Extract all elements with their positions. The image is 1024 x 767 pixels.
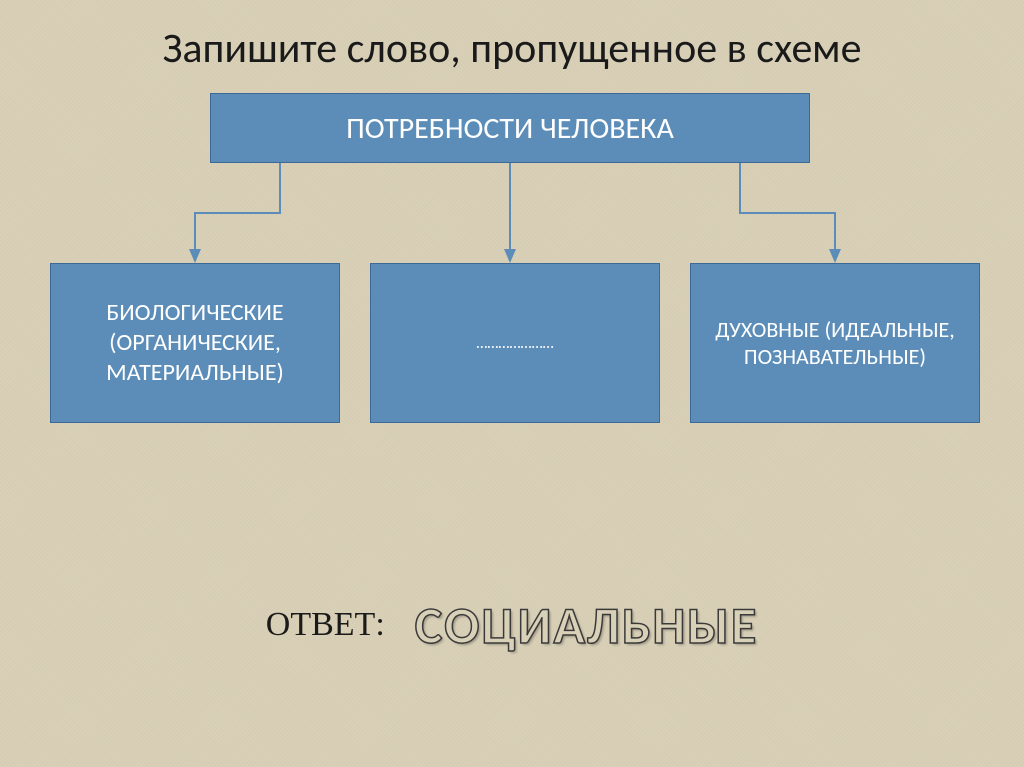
diagram: ПОТРЕБНОСТИ ЧЕЛОВЕКА БИОЛОГИЧЕСКИЕ (ОРГА… [0,93,1024,473]
slide-title: Запишите слово, пропущенное в схеме [0,0,1024,73]
right-node: ДУХОВНЫЕ (ИДЕАЛЬНЫЕ, ПОЗНАВАТЕЛЬНЫЕ) [690,263,980,423]
answer-value: СОЦИАЛЬНЫЕ [415,593,758,657]
middle-node: ………………… [370,263,660,423]
left-node: БИОЛОГИЧЕСКИЕ (ОРГАНИЧЕСКИЕ, МАТЕРИАЛЬНЫ… [50,263,340,423]
root-node: ПОТРЕБНОСТИ ЧЕЛОВЕКА [210,93,810,163]
answer-row: ОТВЕТ: СОЦИАЛЬНЫЕ [0,593,1024,657]
answer-label: ОТВЕТ: [266,606,385,644]
